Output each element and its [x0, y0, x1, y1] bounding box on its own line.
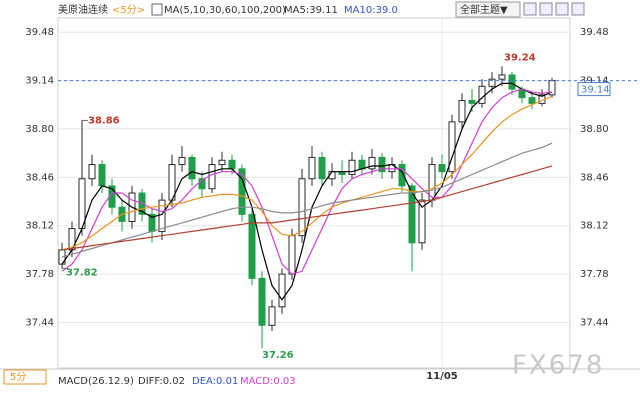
- y-tick-label: 38.80: [25, 124, 54, 135]
- watermark: FX678: [512, 351, 604, 381]
- icon[interactable]: [523, 2, 537, 16]
- footer-period: 5分: [10, 371, 26, 383]
- ma5-text: MA5:39.11: [284, 5, 338, 16]
- ma10-text: MA10:39.0: [344, 5, 398, 16]
- y-tick-label-right: 37.78: [580, 269, 609, 280]
- ma-text: MA(5,10,30,60,100,200): [164, 5, 286, 16]
- marks: [58, 66, 556, 349]
- ma-line: [61, 165, 553, 251]
- candle-body: [278, 273, 286, 308]
- macd-label: MACD(26.12.9): [58, 376, 134, 387]
- candle-body: [478, 85, 486, 104]
- y-tick-label: 39.48: [25, 27, 54, 38]
- y-tick-label: 37.44: [25, 317, 54, 328]
- candle-body: [508, 74, 516, 90]
- diff-label: DIFF:0.02: [138, 376, 185, 387]
- candle-body: [238, 168, 246, 215]
- y-tick-label-right: 38.80: [580, 124, 609, 135]
- symbol: 美原油连续: [58, 3, 108, 16]
- ma-line: [61, 88, 553, 275]
- y-tick-label-right: 37.44: [580, 317, 609, 328]
- dea-label: DEA:0.01: [192, 376, 238, 387]
- candle-body: [448, 121, 456, 173]
- candle-body: [258, 277, 266, 326]
- candle-body: [398, 164, 406, 187]
- candle-body: [58, 249, 66, 265]
- candle-body: [298, 178, 306, 237]
- theme-button-text: 全部主题▼: [460, 3, 508, 16]
- candle-body: [288, 235, 296, 275]
- candle-body: [248, 213, 256, 279]
- candle-body: [438, 164, 446, 173]
- ma-line: [61, 142, 553, 258]
- high-annotation: 38.86: [88, 115, 120, 126]
- icon[interactable]: [539, 2, 553, 16]
- candle-body: [498, 74, 506, 80]
- ma-line: [61, 95, 553, 251]
- price-box: [577, 82, 611, 97]
- period: <5分>: [112, 4, 145, 16]
- candle-body: [98, 164, 106, 187]
- candle-body: [88, 164, 96, 180]
- candle-body: [188, 156, 196, 180]
- toolbar-icons: [523, 2, 585, 16]
- icon[interactable]: [555, 2, 569, 16]
- candle-body: [418, 199, 426, 244]
- candle-body: [228, 159, 236, 170]
- candle-body: [528, 97, 536, 104]
- ma-icon[interactable]: [151, 3, 163, 16]
- y-tick-label-right: 38.12: [580, 221, 609, 232]
- candle-body: [198, 178, 206, 190]
- candle-body: [378, 156, 386, 173]
- candle-body: [158, 199, 166, 232]
- icon[interactable]: [571, 2, 585, 16]
- candle-body: [458, 100, 466, 123]
- y-tick-label: 39.14: [25, 76, 54, 87]
- ma-line: [61, 82, 553, 301]
- y-tick-label: 38.12: [25, 221, 54, 232]
- candle-body: [348, 159, 356, 176]
- candle-body: [368, 156, 376, 170]
- candle-body: [468, 100, 476, 104]
- x-tick-label: 11/05: [426, 371, 458, 382]
- macd-value-label: MACD:0.03: [240, 376, 296, 387]
- candle-body: [208, 164, 216, 190]
- candle-body: [308, 156, 316, 180]
- candle-body: [358, 159, 366, 170]
- candle-body: [268, 306, 276, 326]
- high-annotation: 39.24: [504, 52, 536, 63]
- candle-body: [408, 185, 416, 244]
- candle-body: [178, 156, 186, 166]
- candle-body: [218, 159, 226, 166]
- footer-bg: [0, 369, 640, 400]
- low-annotation: 37.26: [262, 350, 294, 361]
- y-tick-label-right: 39.48: [580, 27, 609, 38]
- theme-button[interactable]: [455, 1, 521, 18]
- grid: [58, 18, 570, 368]
- candle-body: [318, 156, 326, 180]
- period-tab[interactable]: [3, 369, 47, 385]
- plot-frame: [57, 17, 571, 369]
- y-tick-label-right: 38.46: [580, 172, 609, 183]
- y-tick-label: 37.78: [25, 269, 54, 280]
- y-tick-label: 38.46: [25, 172, 54, 183]
- low-annotation: 37.82: [66, 267, 98, 278]
- price-box-label: 39.14: [581, 85, 610, 96]
- candle-body: [488, 78, 496, 87]
